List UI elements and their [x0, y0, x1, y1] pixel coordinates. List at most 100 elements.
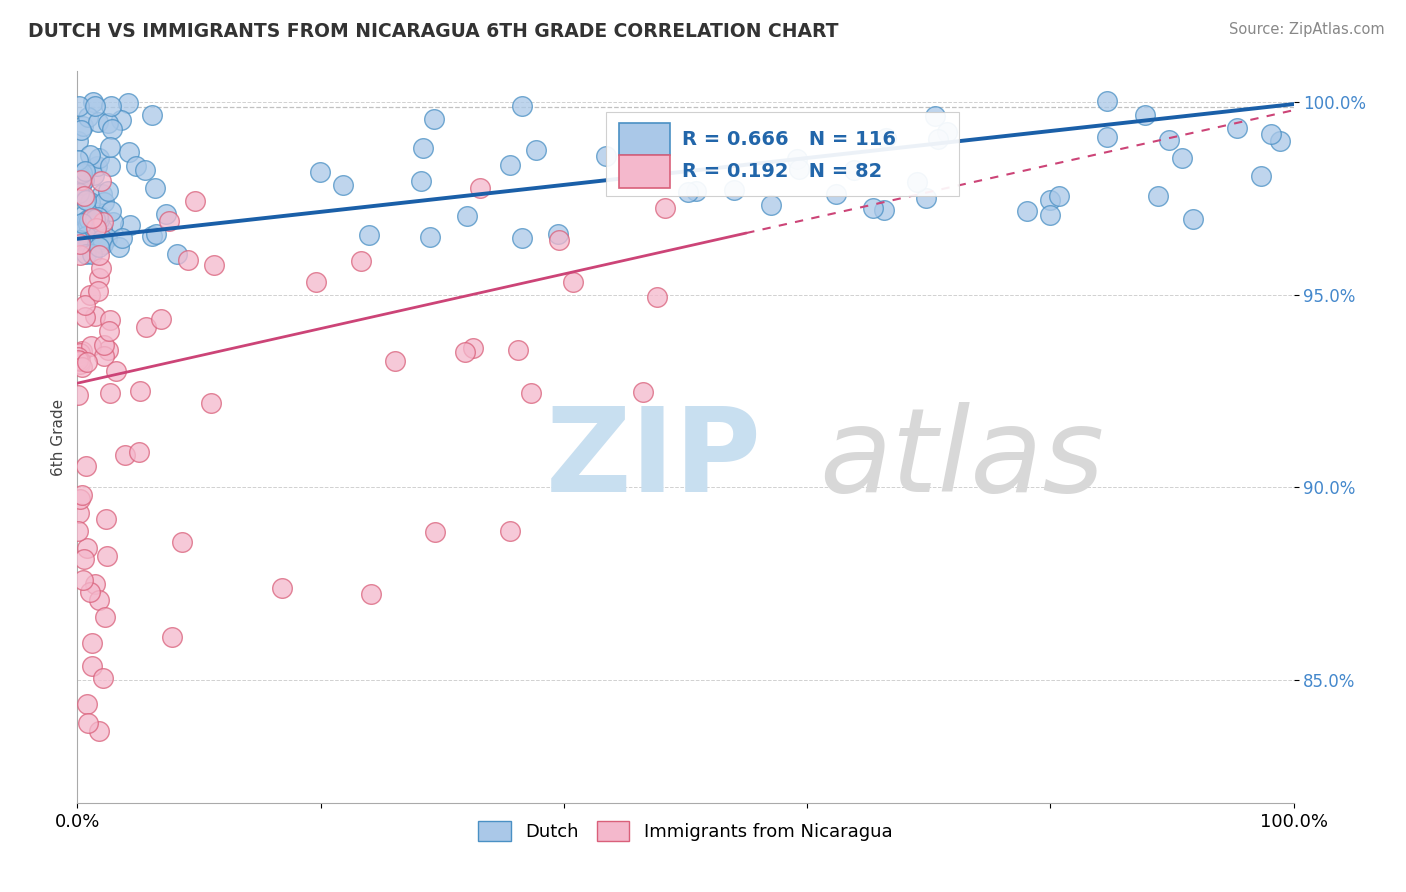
Point [70, 168, 93, 182]
Point [66, 387, 89, 401]
Point [73, 298, 96, 312]
Y-axis label: 6th Grade: 6th Grade [51, 399, 66, 475]
Point [67, 524, 90, 538]
Point [524, 144, 547, 158]
Point [87, 115, 110, 129]
Point [97, 184, 120, 198]
Point [409, 174, 432, 188]
Point [128, 384, 150, 398]
Point [631, 384, 654, 399]
Point [595, 148, 617, 162]
Point [936, 125, 959, 139]
Point [927, 132, 949, 146]
Point [72, 166, 94, 180]
Point [94, 512, 117, 526]
Point [172, 534, 194, 549]
Point [93, 194, 115, 209]
Point [1095, 129, 1118, 144]
Point [75, 310, 97, 324]
Point [759, 198, 782, 212]
Point [384, 353, 406, 368]
Point [90, 260, 112, 275]
Point [924, 109, 946, 123]
Point [114, 448, 136, 462]
Point [499, 524, 522, 539]
Text: ZIP: ZIP [546, 401, 762, 516]
Point [94, 610, 117, 624]
Text: R = 0.666   N = 116: R = 0.666 N = 116 [682, 130, 896, 149]
Point [98, 140, 121, 154]
Point [91, 236, 114, 251]
Point [84, 576, 107, 591]
Point [875, 131, 897, 145]
Point [75, 229, 97, 244]
Point [155, 207, 177, 221]
Point [73, 552, 96, 566]
Point [82, 659, 104, 673]
Point [66, 350, 89, 364]
Point [905, 175, 928, 189]
Point [89, 208, 111, 222]
Point [177, 253, 200, 268]
Point [118, 218, 141, 232]
Point [86, 284, 108, 298]
Point [1047, 189, 1070, 203]
FancyBboxPatch shape [619, 155, 669, 187]
Point [184, 194, 207, 209]
Point [66, 353, 89, 368]
Point [91, 671, 114, 685]
Point [77, 213, 100, 227]
Point [84, 216, 107, 230]
Point [66, 134, 89, 148]
Point [75, 247, 97, 261]
Point [67, 169, 90, 183]
Point [562, 276, 585, 290]
Point [96, 231, 118, 245]
Point [70, 172, 93, 186]
Point [75, 459, 97, 474]
Point [117, 95, 139, 110]
Point [510, 99, 533, 113]
Point [1133, 107, 1156, 121]
Point [69, 186, 91, 201]
Point [79, 288, 101, 302]
Point [76, 213, 98, 227]
Point [69, 237, 91, 252]
Point [141, 228, 163, 243]
Point [89, 152, 111, 166]
Point [915, 191, 938, 205]
Point [69, 346, 91, 360]
Point [723, 183, 745, 197]
Point [69, 234, 91, 248]
Point [91, 215, 114, 229]
Point [98, 159, 121, 173]
Point [100, 204, 122, 219]
Point [332, 178, 354, 192]
Point [105, 364, 128, 378]
Point [69, 491, 91, 506]
Point [110, 112, 132, 127]
Point [72, 574, 94, 588]
Point [75, 193, 97, 207]
Point [654, 201, 676, 215]
Point [69, 248, 91, 262]
Point [786, 152, 808, 166]
Point [456, 209, 478, 223]
Point [547, 227, 569, 241]
Point [82, 229, 104, 244]
Point [787, 161, 810, 176]
Point [90, 174, 112, 188]
Point [350, 254, 373, 268]
Point [70, 488, 93, 502]
Point [87, 210, 110, 224]
Point [70, 123, 93, 137]
Point [101, 122, 124, 136]
Point [93, 349, 115, 363]
FancyBboxPatch shape [606, 112, 959, 195]
Point [470, 180, 492, 194]
Point [82, 211, 104, 225]
Point [70, 343, 93, 358]
Point [506, 343, 529, 358]
Point [67, 153, 90, 167]
Point [166, 247, 188, 261]
